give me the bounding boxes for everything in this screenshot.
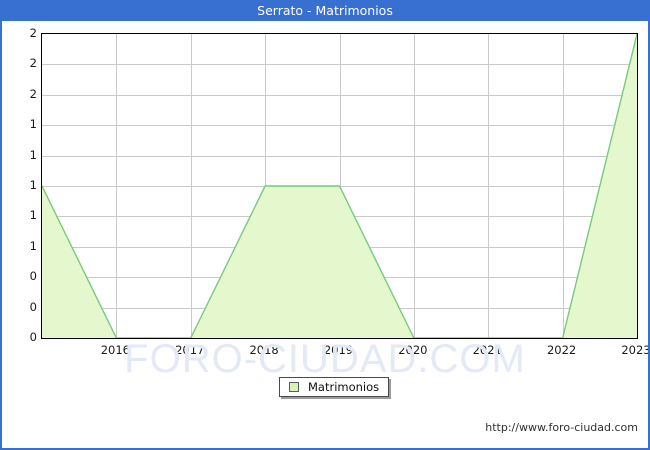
y-axis-tick-label: 2 bbox=[29, 56, 37, 71]
y-axis-tick-labels: 2 2 2 1 1 1 1 1 0 0 0 bbox=[2, 26, 37, 344]
gridline-vertical bbox=[116, 34, 118, 338]
x-axis-tick-label: 2021 bbox=[472, 343, 502, 357]
y-axis-tick-label: 0 bbox=[29, 330, 37, 344]
chart-container: 2 2 2 1 1 1 1 1 0 0 0 2016 2017 2018 2019 2020 2021 2022… bbox=[2, 21, 648, 448]
gridline-vertical bbox=[562, 34, 564, 338]
series-matrimonios bbox=[42, 34, 637, 338]
plot-area bbox=[41, 33, 638, 339]
x-axis-tick-label: 2016 bbox=[100, 343, 131, 357]
chart-legend: Matrimonios bbox=[279, 377, 390, 397]
legend-swatch-matrimonios bbox=[289, 382, 299, 392]
x-axis-tick-label: 2017 bbox=[175, 343, 205, 357]
y-axis-tick-label: 0 bbox=[29, 299, 37, 314]
window-title-bar: Serrato - Matrimonios bbox=[2, 0, 648, 21]
x-axis-tick-label: 2019 bbox=[323, 343, 354, 357]
x-axis-tick-label: 2023 bbox=[621, 343, 650, 357]
y-axis-tick-label: 1 bbox=[29, 117, 37, 132]
gridline-vertical bbox=[413, 34, 415, 338]
x-axis-tick-label: 2018 bbox=[249, 343, 279, 357]
x-axis-tick-label: 2022 bbox=[546, 343, 577, 357]
footer-source-url: http://www.foro-ciudad.com bbox=[485, 421, 638, 434]
series-line bbox=[42, 34, 637, 338]
gridline-vertical bbox=[190, 34, 192, 338]
y-axis-tick-label: 1 bbox=[29, 178, 37, 192]
y-axis-tick-label: 0 bbox=[29, 269, 37, 284]
plot-inner bbox=[42, 34, 637, 338]
page-title: Serrato - Matrimonios bbox=[257, 3, 393, 18]
y-axis-tick-label: 2 bbox=[29, 26, 37, 40]
x-axis-tick-label: 2020 bbox=[398, 343, 428, 357]
y-axis-tick-label: 1 bbox=[29, 147, 37, 162]
y-axis-tick-label: 1 bbox=[29, 208, 37, 223]
y-axis-tick-label: 2 bbox=[29, 86, 37, 101]
x-axis-tick-labels: 2016 2017 2018 2019 2020 2021 2022 2023 bbox=[41, 343, 648, 361]
legend-label-matrimonios: Matrimonios bbox=[308, 380, 380, 394]
gridline-vertical bbox=[488, 34, 490, 338]
y-axis-tick-label: 1 bbox=[29, 238, 37, 253]
